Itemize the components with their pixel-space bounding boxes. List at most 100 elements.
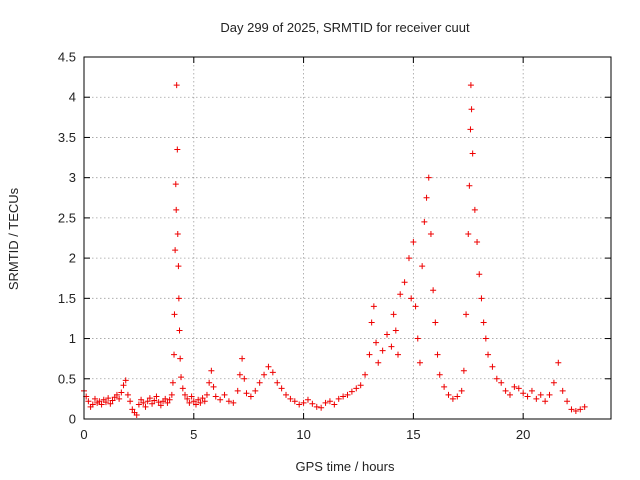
y-tick-label: 3 [69, 170, 76, 185]
y-tick-label: 0.5 [58, 371, 76, 386]
data-point [370, 303, 377, 310]
data-point [162, 395, 169, 402]
data-point [278, 385, 285, 392]
data-point [384, 331, 391, 338]
data-point [96, 398, 103, 405]
axis-ticks: 0 0.5 1 1.5 2 2.5 3 3.5 4 4.5 0 5 10 15 20 [58, 50, 611, 442]
data-point [252, 387, 259, 394]
data-point [395, 351, 402, 358]
data-point [313, 403, 320, 410]
data-point [225, 398, 232, 405]
data-point [236, 371, 243, 378]
data-point [353, 385, 360, 392]
y-tick-label: 2.5 [58, 210, 76, 225]
data-point [184, 395, 191, 402]
data-point [550, 379, 557, 386]
data-point [362, 371, 369, 378]
data-point [318, 404, 325, 411]
data-point [85, 398, 92, 405]
data-point [373, 339, 380, 346]
data-point [397, 291, 404, 298]
data-point [210, 383, 217, 390]
x-axis-label: GPS time / hours [296, 459, 395, 474]
data-points [81, 82, 588, 418]
data-point [234, 387, 241, 394]
y-tick-label: 1.5 [58, 291, 76, 306]
data-point [177, 355, 184, 362]
data-point [105, 395, 112, 402]
x-tick-label: 20 [516, 427, 530, 442]
data-point [91, 395, 98, 402]
data-point [166, 396, 173, 403]
data-point [410, 239, 417, 246]
data-point [212, 393, 219, 400]
data-point [102, 399, 109, 406]
data-point [489, 363, 496, 370]
data-point [151, 397, 158, 404]
data-point [564, 398, 571, 405]
data-point [203, 391, 210, 398]
y-tick-label: 4 [69, 90, 76, 105]
data-point [274, 379, 281, 386]
data-point [368, 319, 375, 326]
data-point [116, 395, 123, 402]
data-point [291, 398, 298, 405]
data-point [201, 398, 208, 405]
data-point [388, 343, 395, 350]
data-point [392, 327, 399, 334]
data-point [304, 396, 311, 403]
plot-frame [83, 56, 612, 420]
data-point [425, 174, 432, 181]
data-point [283, 391, 290, 398]
data-point [478, 295, 485, 302]
x-tick-label: 15 [406, 427, 420, 442]
data-point [572, 407, 579, 414]
data-point [405, 255, 412, 262]
data-point [520, 390, 527, 397]
data-point [469, 150, 476, 157]
data-point [506, 391, 513, 398]
data-point [467, 82, 474, 89]
data-point [357, 382, 364, 389]
data-point [129, 406, 136, 413]
y-axis-label: SRMTID / TECUs [6, 187, 21, 290]
data-point [408, 295, 415, 302]
data-point [493, 375, 500, 382]
data-point [482, 335, 489, 342]
data-point [577, 406, 584, 413]
data-point [524, 393, 531, 400]
x-tick-label: 10 [296, 427, 310, 442]
data-point [511, 383, 518, 390]
data-point [182, 391, 189, 398]
data-point [153, 393, 160, 400]
data-point [485, 351, 492, 358]
data-point [155, 399, 162, 406]
data-point [436, 371, 443, 378]
data-point [445, 391, 452, 398]
data-point [261, 371, 268, 378]
data-point [322, 399, 329, 406]
data-point [449, 395, 456, 402]
data-point [515, 385, 522, 392]
data-point [379, 347, 386, 354]
data-point [109, 397, 116, 404]
data-point [144, 398, 151, 405]
y-tick-label: 3.5 [58, 130, 76, 145]
data-point [414, 335, 421, 342]
data-point [164, 399, 171, 406]
data-point [138, 396, 145, 403]
data-point [432, 319, 439, 326]
data-point [559, 387, 566, 394]
x-tick-label: 0 [80, 427, 87, 442]
data-point [309, 400, 316, 407]
data-point [296, 401, 303, 408]
data-point [178, 374, 185, 381]
data-point [480, 319, 487, 326]
y-tick-label: 2 [69, 251, 76, 266]
data-point [476, 271, 483, 278]
data-point [133, 411, 140, 418]
data-point [173, 82, 180, 89]
data-point [441, 383, 448, 390]
data-point [542, 398, 549, 405]
